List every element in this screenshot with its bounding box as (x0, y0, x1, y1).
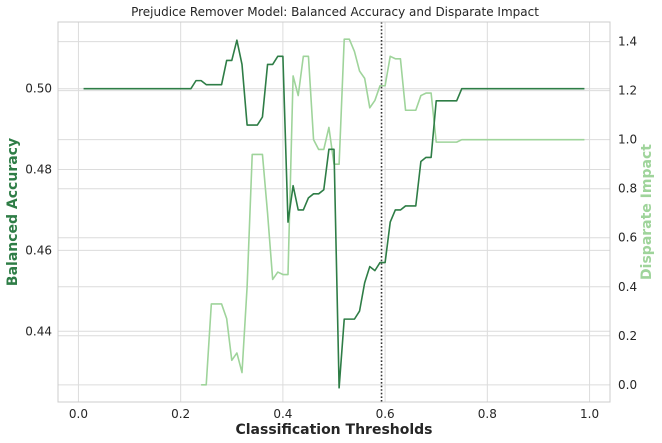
balanced-accuracy-line (83, 39, 585, 389)
y-left-tick-label: 0.46 (25, 243, 52, 257)
x-axis-label: Classification Thresholds (235, 422, 432, 438)
y-left-tick-label: 0.48 (25, 163, 52, 177)
series-lines (83, 38, 585, 389)
y-right-axis-label: Disparate Impact (639, 144, 655, 280)
x-tick-label: 0.4 (273, 407, 292, 421)
y-right-tick-label: 0.0 (618, 378, 637, 392)
plot-frame (57, 21, 611, 403)
x-tick-label: 0.6 (376, 407, 395, 421)
y-right-tick-labels: 0.0 0.2 0.4 0.6 0.8 1.0 1.2 1.4 (618, 35, 637, 392)
y-right-tick-label: 1.4 (618, 35, 637, 49)
y-right-tick-label: 1.2 (618, 84, 637, 98)
x-tick-label: 0.8 (478, 407, 497, 421)
y-right-tick-label: 1.0 (618, 133, 637, 147)
y-right-tick-label: 0.6 (618, 231, 637, 245)
y-left-tick-label: 0.50 (25, 82, 52, 96)
y-left-tick-labels: 0.44 0.46 0.48 0.50 (25, 82, 52, 339)
y-right-tick-label: 0.2 (618, 329, 637, 343)
x-tick-label: 1.0 (580, 407, 599, 421)
x-tick-labels: 0.0 0.2 0.4 0.6 0.8 1.0 (69, 407, 599, 421)
y-right-tick-label: 0.4 (618, 280, 637, 294)
chart-title: Prejudice Remover Model: Balanced Accura… (131, 5, 539, 19)
y-right-tick-label: 0.8 (618, 182, 637, 196)
y-left-axis-label: Balanced Accuracy (5, 138, 21, 286)
x-tick-label: 0.2 (171, 407, 190, 421)
y-left-tick-label: 0.44 (25, 324, 52, 338)
x-tick-label: 0.0 (69, 407, 88, 421)
grid (58, 22, 610, 402)
